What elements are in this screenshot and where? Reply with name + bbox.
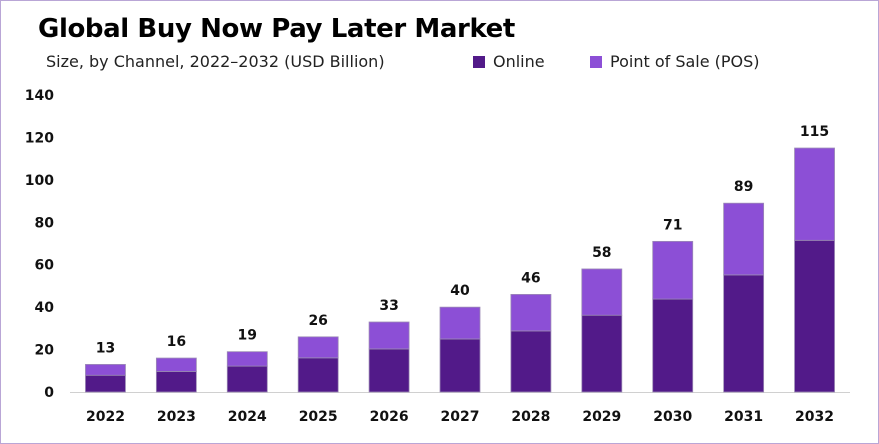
y-tick-label: 40 xyxy=(35,300,55,316)
x-tick-label: 2022 xyxy=(86,409,125,425)
bar-online xyxy=(368,348,410,393)
y-tick-label: 120 xyxy=(25,130,54,146)
y-tick-label: 80 xyxy=(35,215,55,231)
x-tick-label: 2031 xyxy=(724,409,763,425)
bar-online xyxy=(155,371,197,393)
bar-pos xyxy=(85,364,126,376)
x-tick-label: 2027 xyxy=(441,409,480,425)
bar-total-label: 19 xyxy=(238,328,257,344)
legend-label-online: Online xyxy=(493,52,545,71)
bar-online xyxy=(297,357,339,393)
chart-subtitle: Size, by Channel, 2022–2032 (USD Billion… xyxy=(46,52,385,71)
x-tick-label: 2025 xyxy=(299,409,338,425)
y-tick-label: 20 xyxy=(35,343,55,359)
y-tick-label: 100 xyxy=(25,173,54,189)
x-tick-label: 2030 xyxy=(653,409,692,425)
legend-swatch-pos xyxy=(590,55,602,68)
bar-pos xyxy=(439,306,481,340)
legend-label-pos: Point of Sale (POS) xyxy=(610,52,760,71)
bar-pos xyxy=(226,351,268,367)
y-tick-label: 140 xyxy=(25,88,54,104)
bar-online xyxy=(85,374,126,393)
y-tick-label: 60 xyxy=(35,258,55,274)
bar-total-label: 89 xyxy=(734,179,753,195)
bar-pos xyxy=(794,147,835,241)
x-tick-label: 2024 xyxy=(228,409,267,425)
bar-online xyxy=(439,338,481,393)
legend-item-online: Online xyxy=(473,52,545,71)
legend-item-pos: Point of Sale (POS) xyxy=(590,52,760,71)
x-tick-label: 2032 xyxy=(795,409,834,425)
y-tick-label: 0 xyxy=(44,385,54,401)
bar-online xyxy=(581,314,623,393)
x-tick-label: 2028 xyxy=(511,409,550,425)
bar-total-label: 115 xyxy=(800,124,829,140)
x-tick-label: 2026 xyxy=(370,409,409,425)
x-tick-label: 2023 xyxy=(157,409,196,425)
bar-total-label: 40 xyxy=(450,283,470,299)
bar-total-label: 71 xyxy=(663,217,682,233)
legend-swatch-online xyxy=(473,55,485,68)
bar-pos xyxy=(510,294,552,332)
bar-total-label: 58 xyxy=(592,245,611,261)
bar-pos xyxy=(368,321,410,350)
bar-pos xyxy=(297,336,339,359)
bar-total-label: 13 xyxy=(96,340,115,356)
bar-total-label: 33 xyxy=(379,298,398,314)
bar-pos xyxy=(155,357,197,372)
bar-total-label: 26 xyxy=(308,313,327,329)
bar-online xyxy=(510,330,552,393)
bar-pos xyxy=(581,268,623,316)
x-tick-label: 2029 xyxy=(582,409,621,425)
bar-online xyxy=(652,298,694,393)
bar-pos xyxy=(723,202,765,276)
bar-pos xyxy=(652,240,694,300)
bar-online xyxy=(226,365,268,393)
bar-total-label: 46 xyxy=(521,270,540,286)
bar-online xyxy=(723,274,765,393)
bar-online xyxy=(794,239,835,393)
bar-total-label: 16 xyxy=(167,334,186,350)
chart-title: Global Buy Now Pay Later Market xyxy=(38,14,515,44)
